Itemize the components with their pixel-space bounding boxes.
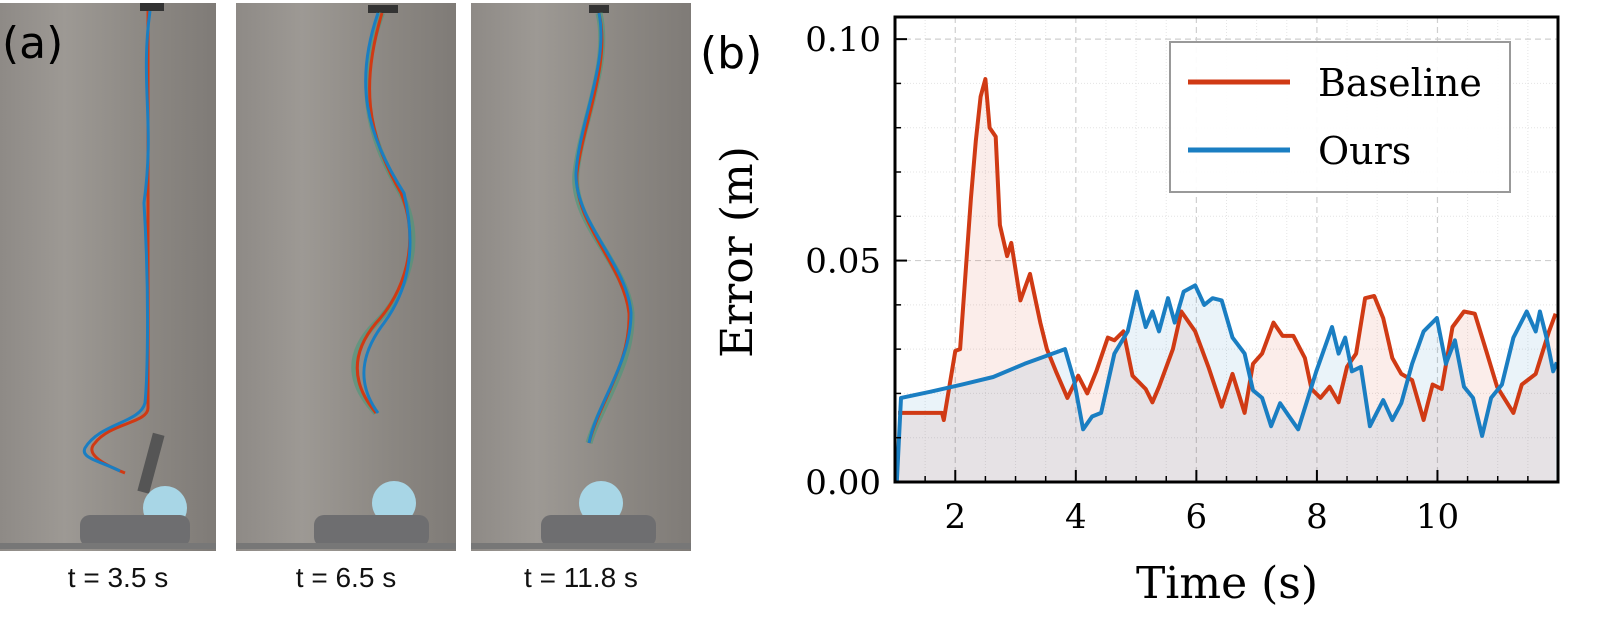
plot-frame <box>893 15 1560 484</box>
x-axis-label: Time (s) <box>1136 558 1318 609</box>
series-line-ours <box>894 283 1559 483</box>
x-tick-label: 10 <box>1416 497 1459 537</box>
legend-label-baseline: Baseline <box>1318 61 1482 105</box>
photo-t3 <box>471 3 691 551</box>
caption-t3: t = 11.8 s <box>524 562 638 593</box>
legend: Baseline Ours <box>1169 41 1511 193</box>
photo-t1 <box>0 3 216 551</box>
panel-b-label: (b) <box>700 28 762 79</box>
y-tick-label: 0.00 <box>805 463 881 503</box>
x-tick-label: 6 <box>1186 497 1208 537</box>
caption-t2: t = 6.5 s <box>295 562 397 593</box>
series-fill-baseline <box>898 79 1556 482</box>
photo-t2 <box>236 3 456 551</box>
caption-t1: t = 3.5 s <box>67 562 169 593</box>
y-tick-label: 0.10 <box>805 20 881 60</box>
x-tick-label: 4 <box>1065 497 1087 537</box>
legend-label-ours: Ours <box>1318 129 1411 173</box>
photo-strip <box>0 3 691 551</box>
y-axis-label: Error (m) <box>712 146 763 358</box>
x-tick-label: 8 <box>1306 497 1328 537</box>
x-tick-label: 2 <box>944 497 966 537</box>
panel-a-label: (a) <box>2 18 64 69</box>
series-line-baseline <box>898 77 1558 422</box>
legend-box <box>1169 41 1511 193</box>
series-fill-ours <box>896 285 1557 482</box>
y-tick-label: 0.05 <box>805 242 881 282</box>
